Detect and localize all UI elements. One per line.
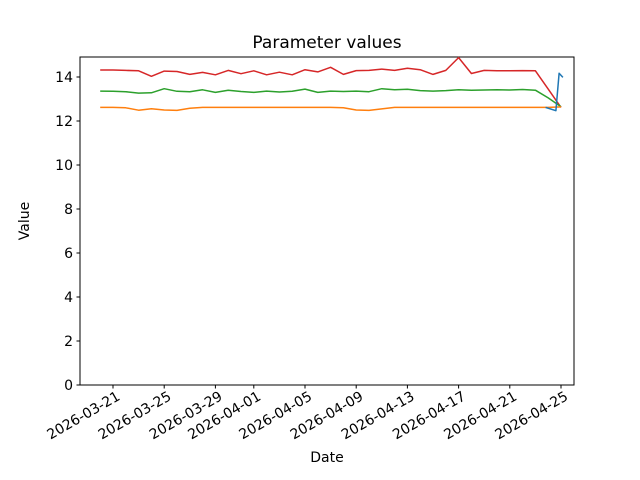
y-tick-label: 8	[64, 202, 73, 218]
series-lines	[100, 56, 564, 112]
plot-area	[79, 56, 575, 386]
y-axis-label: Value	[17, 202, 33, 240]
x-axis-ticks: 2026-03-212026-03-252026-03-292026-04-01…	[45, 385, 571, 443]
y-tick-label: 14	[55, 70, 73, 86]
y-tick-label: 2	[64, 334, 73, 350]
chart-title: Parameter values	[252, 33, 401, 53]
series-orange-line	[100, 106, 562, 112]
y-tick-label: 6	[64, 246, 73, 262]
plot-border	[79, 56, 575, 386]
x-axis-label: Date	[310, 450, 343, 466]
y-tick-label: 12	[55, 114, 73, 130]
y-tick-label: 10	[55, 158, 73, 174]
y-axis-ticks: 0 2 4 6 8 10 12 14	[55, 70, 80, 394]
series-red-line	[100, 56, 562, 108]
series-blue-line	[545, 72, 564, 112]
y-tick-label: 4	[64, 290, 73, 306]
series-green-line	[100, 87, 562, 108]
y-tick-label: 0	[64, 378, 73, 394]
